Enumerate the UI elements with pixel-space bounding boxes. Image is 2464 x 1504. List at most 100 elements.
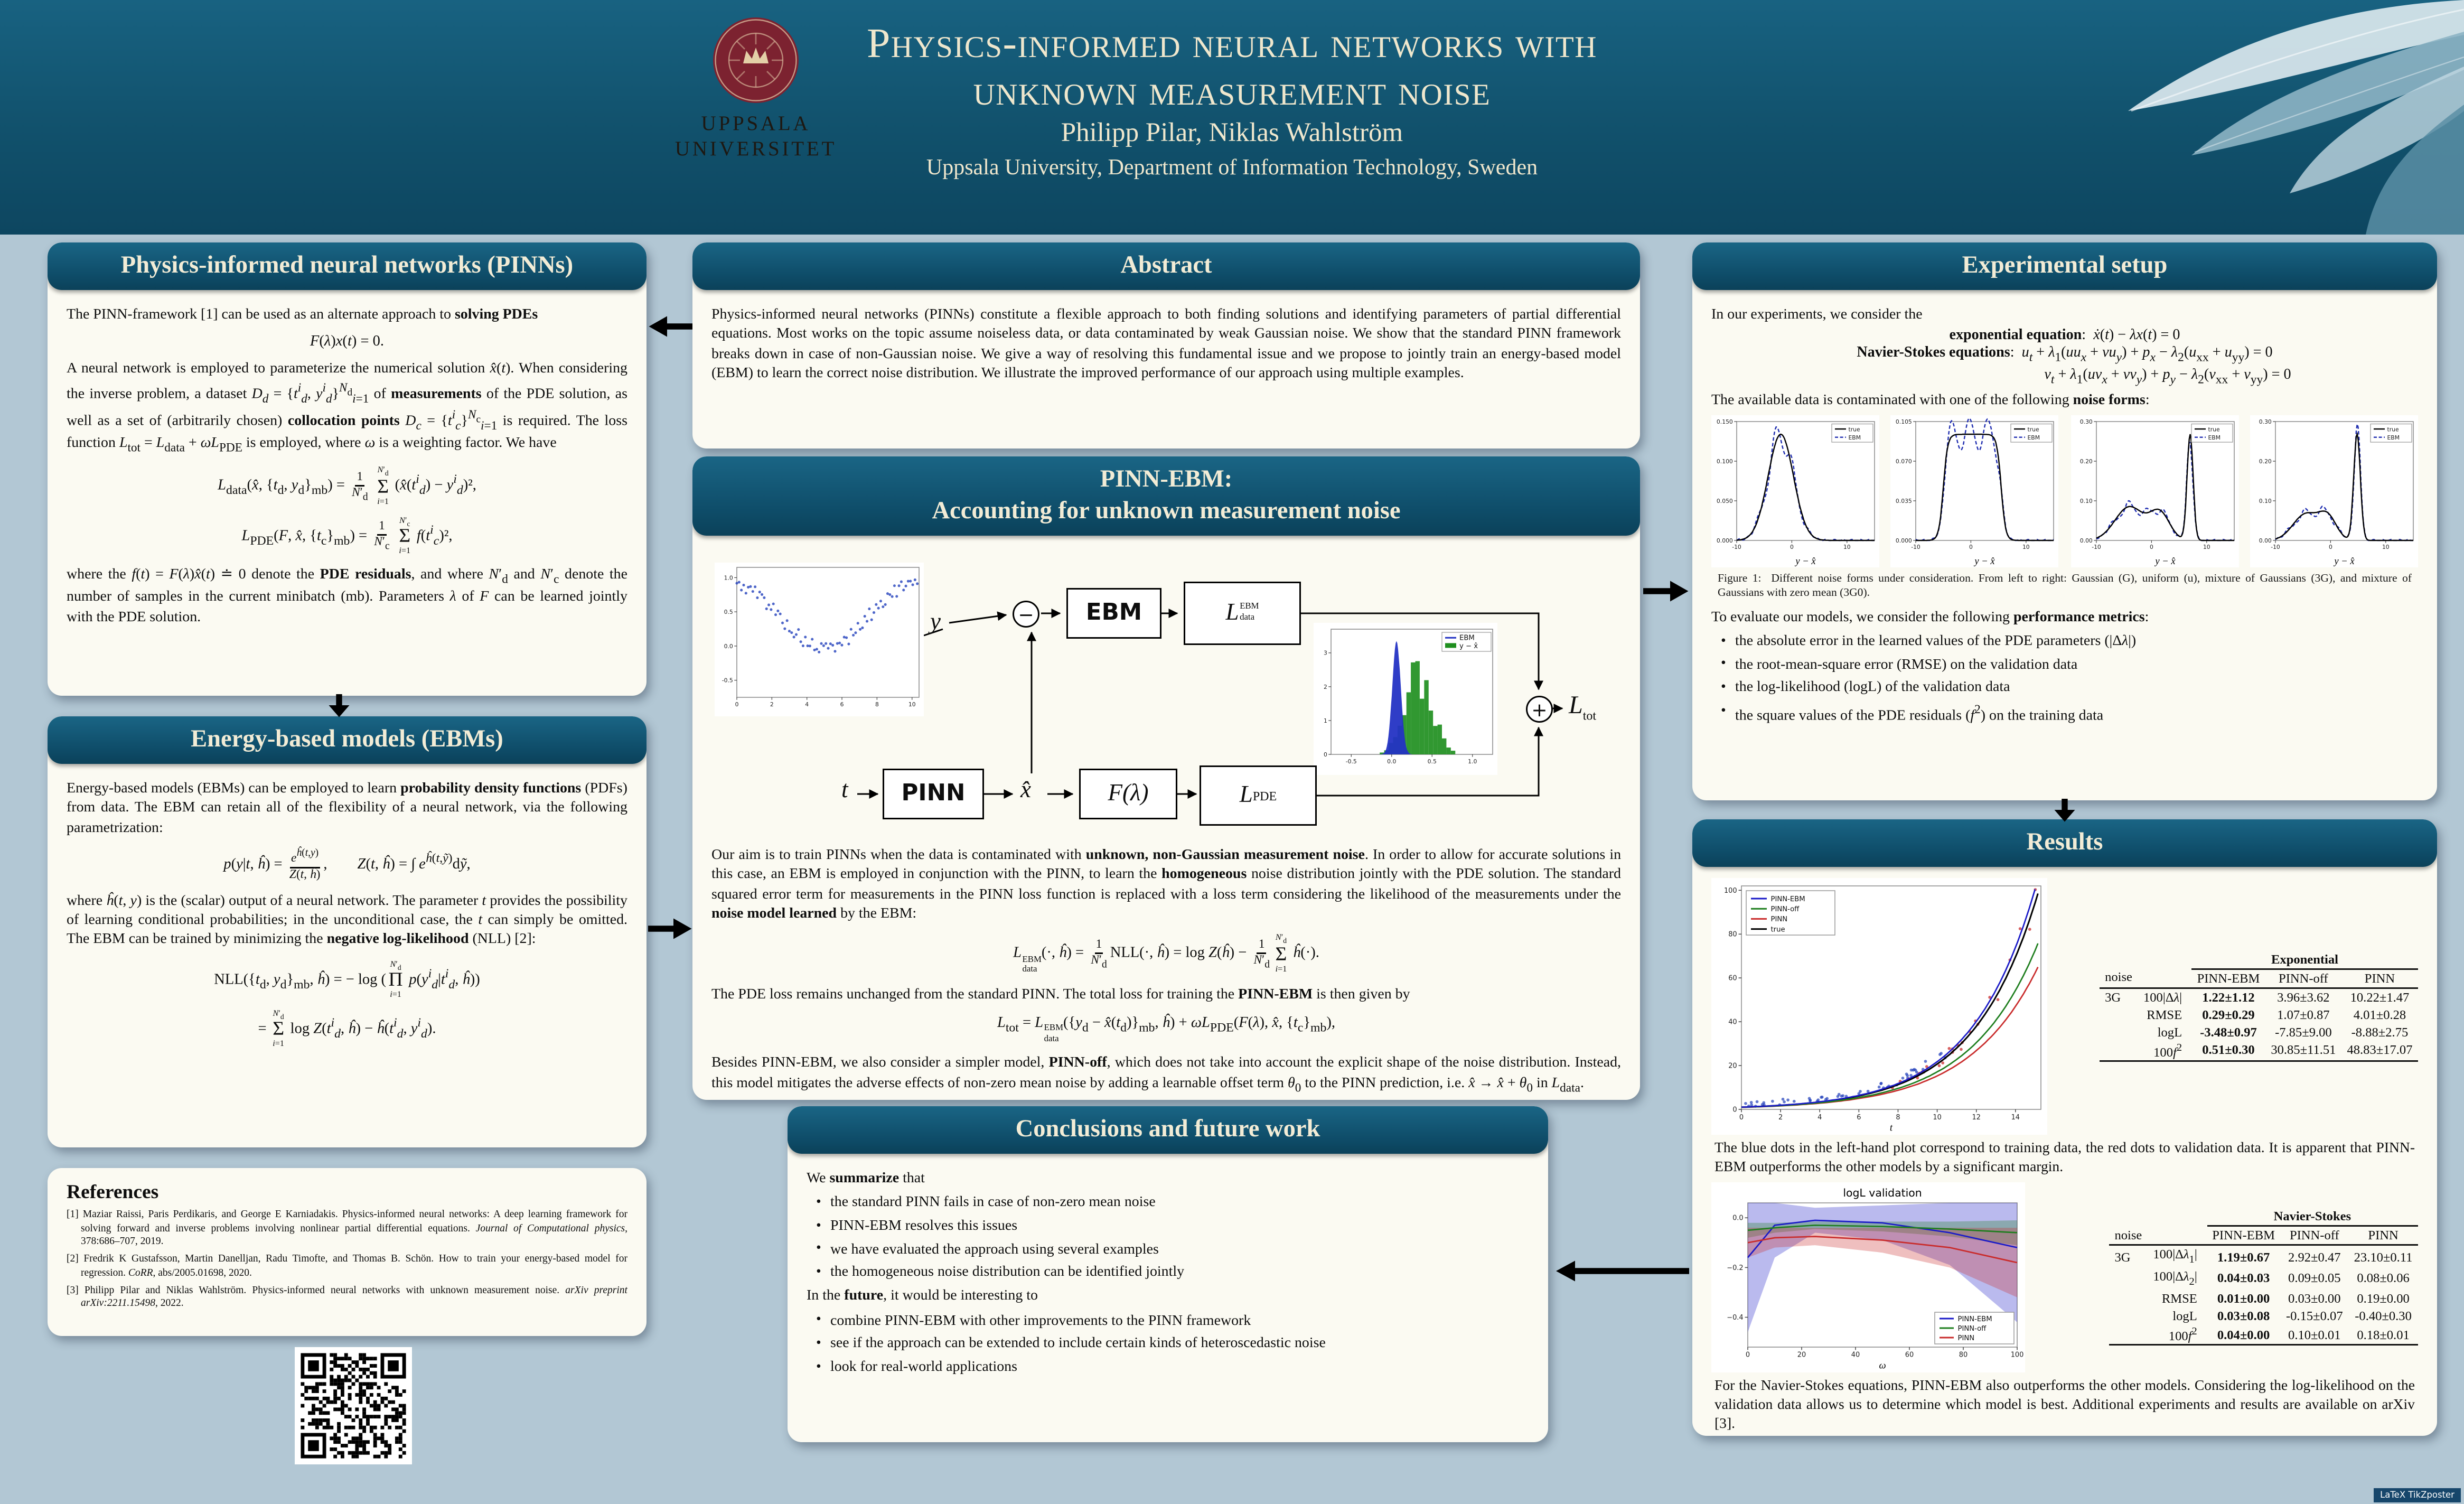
svg-text:EBM: EBM — [1849, 434, 1861, 441]
svg-text:80: 80 — [1959, 1351, 1968, 1359]
poster-authors: Philipp Pilar, Niklas Wahlström — [1061, 117, 1403, 147]
loss-tot-sub: tot — [1582, 708, 1597, 723]
svg-text:logL validation: logL validation — [1843, 1187, 1922, 1199]
svg-text:60: 60 — [1728, 975, 1737, 983]
block-experimental-setup: Experimental setup In our experiments, w… — [1692, 242, 2437, 800]
svg-text:2: 2 — [1324, 684, 1327, 690]
svg-text:2: 2 — [770, 701, 774, 708]
svg-text:PINN: PINN — [1958, 1334, 1975, 1342]
svg-text:4: 4 — [805, 701, 809, 708]
svg-text:0.0: 0.0 — [724, 643, 733, 650]
svg-text:−0.2: −0.2 — [1727, 1264, 1743, 1272]
svg-text:0: 0 — [1732, 1106, 1737, 1114]
header-wave-decoration — [2128, 0, 2464, 235]
svg-text:EBM: EBM — [1459, 634, 1475, 642]
svg-text:0.150: 0.150 — [1717, 418, 1733, 425]
svg-text:0.0: 0.0 — [1387, 758, 1396, 765]
diagram-loss-data-box: L EBM data — [1184, 582, 1301, 645]
arrow-pinn-ebm-to-experimental — [1643, 581, 1689, 602]
svg-text:true: true — [2387, 426, 2399, 433]
table-group-row: Exponential — [2100, 950, 2418, 969]
uppsala-logo: UPPSALA UNIVERSITET — [672, 16, 840, 163]
block-pinn-ebm-title-line2: Accounting for unknown measurement noise — [932, 498, 1401, 525]
svg-text:0.20: 0.20 — [2079, 458, 2092, 465]
logo-text-universitet: UNIVERSITET — [674, 136, 837, 161]
svg-text:0: 0 — [1739, 1114, 1744, 1122]
experimental-exponential-equation: exponential equation: ẋ(t) − λx(t) = 0 — [1949, 328, 2180, 344]
experimental-navier-stokes-equation-1: Navier-Stokes equations: ut + λ1(uux + v… — [1857, 346, 2273, 365]
table-row: 100f2 0.51±0.30 30.85±11.51 48.83±17.07 — [2099, 1040, 2418, 1063]
svg-text:PINN-off: PINN-off — [1771, 905, 1800, 913]
block-conclusions-title-text: Conclusions and future work — [1015, 1116, 1320, 1143]
loss-pde-symbol: L — [1239, 782, 1253, 808]
pinn-ebm-equation-ldata-ebm: L EBM data (·, ĥ) = 1 N′d NLL(·, ĥ) = log Z(ĥ… — [1013, 934, 1319, 976]
training-data-scatter-plot: 0 2 4 6 8 10 -0.5 0.0 0.5 1.0 — [715, 563, 924, 716]
svg-text:10: 10 — [908, 701, 916, 708]
conclusions-intro-future: In the future, it would be interesting t… — [807, 1289, 1038, 1305]
block-results-title-text: Results — [2026, 829, 2103, 856]
svg-text:6: 6 — [1857, 1114, 1861, 1122]
svg-text:10: 10 — [2203, 544, 2210, 550]
poster-title-line1: Physics-informed neural networks with — [867, 19, 1597, 67]
arrow-pinns-to-ebms — [329, 694, 350, 717]
arrow-results-to-conclusions — [1556, 1260, 1689, 1282]
bullet-item: look for real-world applications — [816, 1358, 1529, 1377]
svg-text:y − x̂: y − x̂ — [2333, 556, 2355, 567]
performance-metrics-list: the absolute error in the learned values… — [1721, 632, 2418, 726]
diagram-wires — [857, 609, 1563, 799]
pinns-equation-pde: F(λ)x(t) = 0. — [310, 335, 385, 351]
results-paragraph-exponential: The blue dots in the left-hand plot corr… — [1715, 1139, 2415, 1174]
svg-text:10: 10 — [2382, 544, 2390, 550]
svg-text:12: 12 — [1972, 1114, 1981, 1122]
bullet-item: we have evaluated the approach using sev… — [816, 1240, 1529, 1259]
svg-text:0.035: 0.035 — [1896, 498, 1913, 505]
arrow-ebms-to-pinn-ebm — [648, 918, 692, 939]
svg-text:1.0: 1.0 — [1468, 758, 1477, 765]
svg-text:3: 3 — [1324, 650, 1327, 657]
svg-text:-0.5: -0.5 — [722, 677, 733, 684]
svg-text:PINN-EBM: PINN-EBM — [1958, 1315, 1992, 1323]
svg-text:-10: -10 — [2271, 544, 2280, 550]
diagram-loss-pde-box: L PDE — [1200, 765, 1317, 826]
bullet-item: combine PINN-EBM with other improvements… — [816, 1311, 1529, 1331]
block-experimental-title-text: Experimental setup — [1962, 252, 2168, 279]
svg-text:-0.5: -0.5 — [1346, 758, 1357, 765]
bullet-item: the root-mean-square error (RMSE) on the… — [1721, 655, 2418, 675]
experimental-metrics-intro: To evaluate our models, we consider the … — [1711, 610, 2149, 626]
f-lambda-symbol: F(λ) — [1108, 780, 1149, 806]
experimental-noise-intro: The available data is contaminated with … — [1711, 392, 2150, 408]
svg-text:PINN-off: PINN-off — [1958, 1325, 1987, 1333]
bullet-item: the absolute error in the learned values… — [1721, 632, 2418, 651]
block-conclusions-title: Conclusions and future work — [788, 1106, 1548, 1154]
diagram-ebm-box: EBM — [1066, 588, 1161, 639]
pinn-ebm-equation-ltot: Ltot = L EBM data ({yd − x̂(td)}mb, ĥ) + ωL… — [997, 1015, 1336, 1044]
svg-text:0.00: 0.00 — [2259, 537, 2272, 544]
results-paragraph-navier-stokes: For the Navier-Stokes equations, PINN-EB… — [1715, 1377, 2415, 1431]
svg-text:true: true — [2207, 426, 2219, 433]
navier-stokes-results-table: Navier-Stokes noise PINN-EBM PINN-off PINN 3G… — [2109, 1208, 2418, 1347]
svg-text:0.000: 0.000 — [1717, 537, 1733, 544]
arrow-abstract-to-pinns — [649, 316, 692, 337]
diagram-xhat-label: x̂ — [1020, 778, 1032, 804]
block-pinns-title: Physics-informed neural networks (PINNs) — [48, 242, 647, 290]
svg-text:1: 1 — [1324, 717, 1327, 724]
diagram-plus-node: + — [1526, 696, 1553, 723]
svg-text:0: 0 — [1790, 544, 1794, 550]
abstract-text: Physics-informed neural networks (PINNs)… — [711, 307, 1621, 382]
svg-text:0.050: 0.050 — [1717, 498, 1733, 505]
block-pinns-title-text: Physics-informed neural networks (PINNs) — [120, 252, 574, 279]
figure-1-caption: Figure 1: Different noise forms under co… — [1718, 572, 2412, 600]
block-results: Results 0 2 4 6 8 10 12 14 0 20 40 60 80 100 PINN-EBM P… — [1692, 819, 2437, 1436]
svg-text:100: 100 — [2011, 1351, 2024, 1359]
loss-pde-sub: PDE — [1252, 788, 1277, 803]
ebms-paragraph-training: where ĥ(t, y) is the (scalar) output of … — [67, 893, 627, 948]
svg-text:-10: -10 — [2091, 544, 2101, 550]
diagram-f-lambda-box: F(λ) — [1079, 769, 1177, 819]
logl-validation-plot: 0 20 40 60 80 100 0.0 −0.2 −0.4 logL validation PI… — [1711, 1182, 2025, 1372]
diagram-t-label: t — [841, 778, 848, 804]
loss-data-sup: EBM — [1240, 602, 1259, 612]
